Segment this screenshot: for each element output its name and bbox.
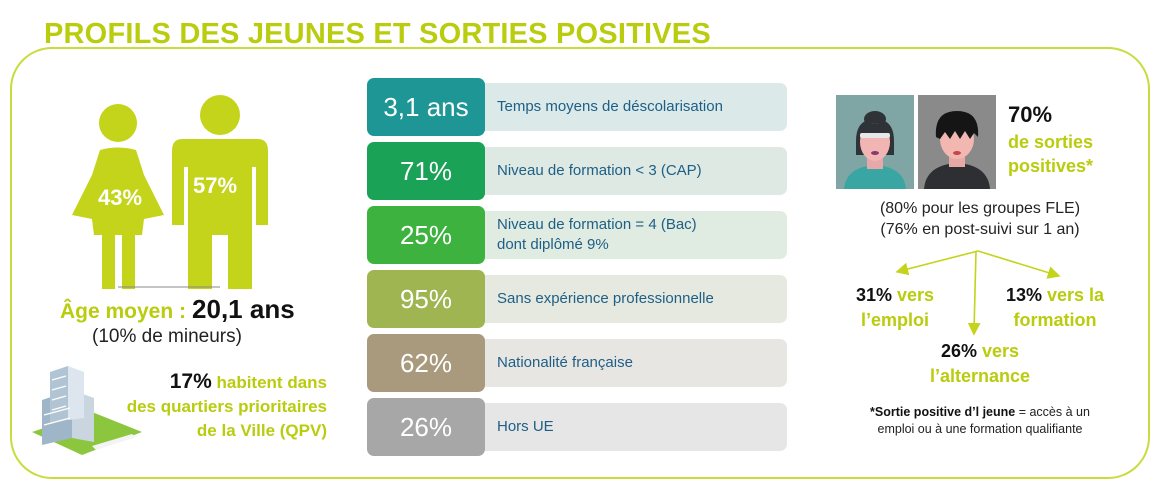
positive-exit-percent: 70% — [1008, 102, 1053, 127]
qpv-percent: 17% — [169, 370, 212, 393]
stat-row-background — [457, 83, 787, 131]
positive-exit-label: de sorties positives* — [1008, 130, 1128, 178]
positive-exit-label-1: de sorties — [1008, 132, 1094, 152]
apprenticeship-label-a: vers — [982, 341, 1020, 361]
stat-row: 71% Niveau de formation < 3 (CAP) — [367, 142, 787, 200]
footnote-line-2: emploi ou à une formation qualifiante — [877, 422, 1083, 436]
stat-row: 3,1 ans Temps moyens de déscolarisation — [367, 78, 787, 136]
average-age-label: Âge moyen : — [60, 300, 187, 323]
stat-label: Sans expérience professionnelle — [497, 275, 777, 323]
training-percent: 13% — [1005, 285, 1042, 305]
outcome-training: 13% vers la formation — [990, 283, 1120, 333]
page-title: PROFILS DES JEUNES ET SORTIES POSITIVES — [44, 18, 711, 50]
employment-percent: 31% — [855, 285, 892, 305]
apprenticeship-percent: 26% — [940, 341, 977, 361]
stat-value: 26% — [367, 398, 485, 456]
stat-label-line-1: Niveau de formation < 3 (CAP) — [497, 162, 702, 179]
men-percent: 57% — [193, 173, 238, 198]
stat-label: Nationalité française — [497, 339, 777, 387]
qpv-statement: 17% habitent dans des quartiers priorita… — [97, 370, 327, 443]
stat-label: Niveau de formation < 3 (CAP) — [497, 147, 777, 195]
stat-value: 95% — [367, 270, 485, 328]
stat-row: 26% Hors UE — [367, 398, 787, 456]
female-avatar-icon — [836, 95, 914, 189]
minors-share: (10% de mineurs) — [92, 326, 242, 347]
positive-exit-label-2: positives* — [1008, 156, 1094, 176]
stat-label-line-1: Nationalité française — [497, 354, 633, 371]
stat-row-background — [457, 339, 787, 387]
stat-label-line-1: Sans expérience professionnelle — [497, 290, 714, 307]
stat-value: 25% — [367, 206, 485, 264]
city-building-icon — [32, 366, 142, 455]
stat-row: 95% Sans expérience professionnelle — [367, 270, 787, 328]
apprenticeship-label-b: l’alternance — [929, 366, 1031, 386]
training-label-a: vers la — [1046, 285, 1105, 305]
stat-row-background — [457, 211, 787, 259]
stat-label-line-1: Niveau de formation = 4 (Bac) — [497, 216, 697, 233]
stat-label: Hors UE — [497, 403, 777, 451]
stat-row-background — [457, 275, 787, 323]
stat-label-line-1: Hors UE — [497, 418, 554, 435]
stat-value: 71% — [367, 142, 485, 200]
training-label-b: formation — [1013, 310, 1097, 330]
footnote-bold: *Sortie positive d’l jeune — [870, 405, 1016, 419]
stat-label-line-1: Temps moyens de déscolarisation — [497, 98, 723, 115]
branch-arrows-icon — [895, 250, 1061, 336]
male-avatar-icon — [918, 95, 996, 189]
stat-row: 62% Nationalité française — [367, 334, 787, 392]
stat-row-background — [457, 147, 787, 195]
women-percent: 43% — [98, 185, 143, 210]
outcome-employment: 31% vers l’emploi — [840, 283, 950, 333]
fle-details: (80% pour les groupes FLE) (76% en post-… — [840, 198, 1120, 240]
outcome-apprenticeship: 26% vers l’alternance — [905, 339, 1055, 389]
stat-value: 62% — [367, 334, 485, 392]
employment-label-a: vers — [897, 285, 935, 305]
stat-label: Temps moyens de déscolarisation — [497, 83, 777, 131]
employment-label-b: l’emploi — [860, 310, 929, 330]
footnote-rest: = accès à un — [1015, 405, 1090, 419]
fle-line-1: (80% pour les groupes FLE) — [879, 200, 1081, 217]
stat-label: Niveau de formation = 4 (Bac) dont diplôm… — [497, 211, 777, 259]
stat-label-line-2: dont diplômé 9% — [497, 236, 609, 253]
average-age: Âge moyen :20,1 ans — [60, 294, 295, 325]
fle-line-2: (76% en post-suivi sur 1 an) — [880, 221, 1080, 238]
qpv-line-1: habitent dans — [216, 373, 327, 392]
footnote: *Sortie positive d’l jeune = accès à un … — [840, 404, 1120, 438]
gender-figures-icon — [72, 95, 268, 289]
stat-value: 3,1 ans — [367, 78, 485, 136]
qpv-line-2: des quartiers prioritaires — [126, 397, 327, 416]
stat-row: 25% Niveau de formation = 4 (Bac) dont dip… — [367, 206, 787, 264]
average-age-value: 20,1 ans — [192, 294, 295, 324]
stat-row-background — [457, 403, 787, 451]
qpv-line-3: de la Ville (QPV) — [196, 421, 327, 440]
